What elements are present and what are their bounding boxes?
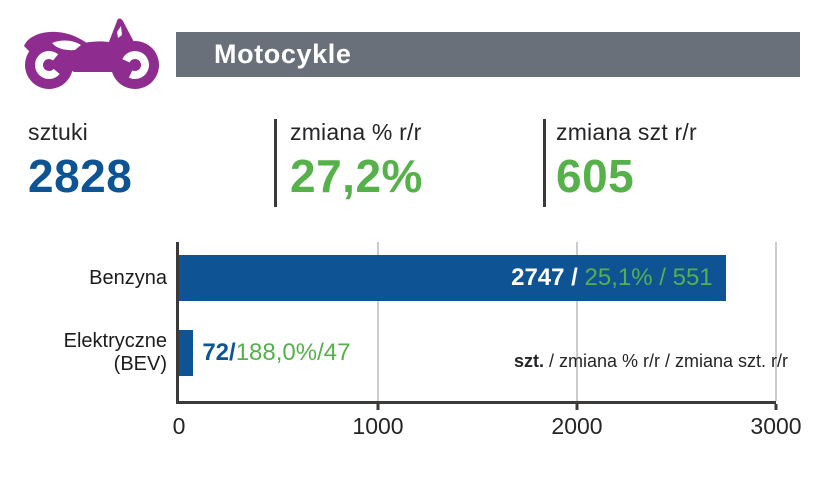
motorcycle-icon — [24, 18, 159, 89]
bar-elektryczne: 72 / 188,0% / 47 — [179, 330, 350, 376]
bar-benzyna-zmiana-pct: 25,1% — [584, 264, 653, 291]
category-label-line1: Elektryczne — [63, 330, 167, 352]
bar-elektryczne-zmiana-pct: 188,0% — [235, 339, 318, 366]
x-tick-0: 0 — [172, 413, 186, 439]
category-label-benzyna: Benzyna — [89, 267, 167, 289]
legend-note-rest: / zmiana % r/r / zmiana szt. r/r — [543, 351, 788, 371]
stat-zmiana-pct-value: 27,2% — [290, 150, 423, 202]
separator: / — [564, 264, 585, 291]
legend-note-bold: szt. — [513, 351, 544, 371]
stat-sztuki-label: sztuki — [28, 119, 88, 145]
stat-zmiana-szt-label: zmiana szt r/r — [556, 119, 697, 145]
separator: / — [317, 339, 324, 366]
legend-note: szt. / zmiana % r/r / zmiana szt. r/r — [514, 351, 788, 372]
category-label-line2: (BEV) — [113, 353, 167, 375]
stat-zmiana-szt-value: 605 — [556, 150, 635, 202]
category-label-elektryczne: Elektryczne (BEV) — [0, 330, 167, 376]
stat-sztuki-value: 2828 — [28, 150, 133, 202]
tick-mark-3000 — [774, 404, 778, 410]
bar-elektryczne-zmiana-szt: 47 — [323, 339, 351, 366]
tick-mark-1000 — [376, 404, 380, 410]
stat-divider — [543, 119, 546, 207]
stat-zmiana-pct: zmiana % r/r 27,2% — [290, 119, 423, 203]
x-tick-3000: 3000 — [750, 413, 802, 439]
header-bar: Motocykle — [176, 32, 800, 77]
stat-sztuki: sztuki 2828 — [28, 119, 132, 203]
bar-elektryczne-values: 72 / 188,0% / 47 — [202, 330, 350, 376]
bar-benzyna: 2747 / 25,1% / 551 — [179, 255, 726, 301]
bar-benzyna-szt: 2747 — [511, 264, 565, 291]
bar-elektryczne-szt: 72 — [202, 339, 230, 366]
page-title: Motocykle — [214, 39, 352, 69]
separator: / — [652, 264, 673, 291]
bar-benzyna-zmiana-szt: 551 — [672, 264, 713, 291]
x-tick-1000: 1000 — [352, 413, 404, 439]
stat-zmiana-szt: zmiana szt r/r 605 — [556, 119, 697, 203]
bar-chart-plot: 2747 / 25,1% / 551 72 / 188,0% / 47 0 10… — [173, 242, 802, 439]
stat-zmiana-pct-label: zmiana % r/r — [290, 119, 422, 145]
bar-benzyna-values: 2747 / 25,1% / 551 — [511, 264, 726, 292]
gridline-2000 — [576, 242, 578, 401]
tick-mark-2000 — [575, 404, 579, 410]
gridline-3000 — [775, 242, 777, 401]
x-tick-2000: 2000 — [551, 413, 603, 439]
gridline-1000 — [377, 242, 379, 401]
stat-divider — [274, 119, 277, 207]
separator: / — [229, 339, 236, 366]
